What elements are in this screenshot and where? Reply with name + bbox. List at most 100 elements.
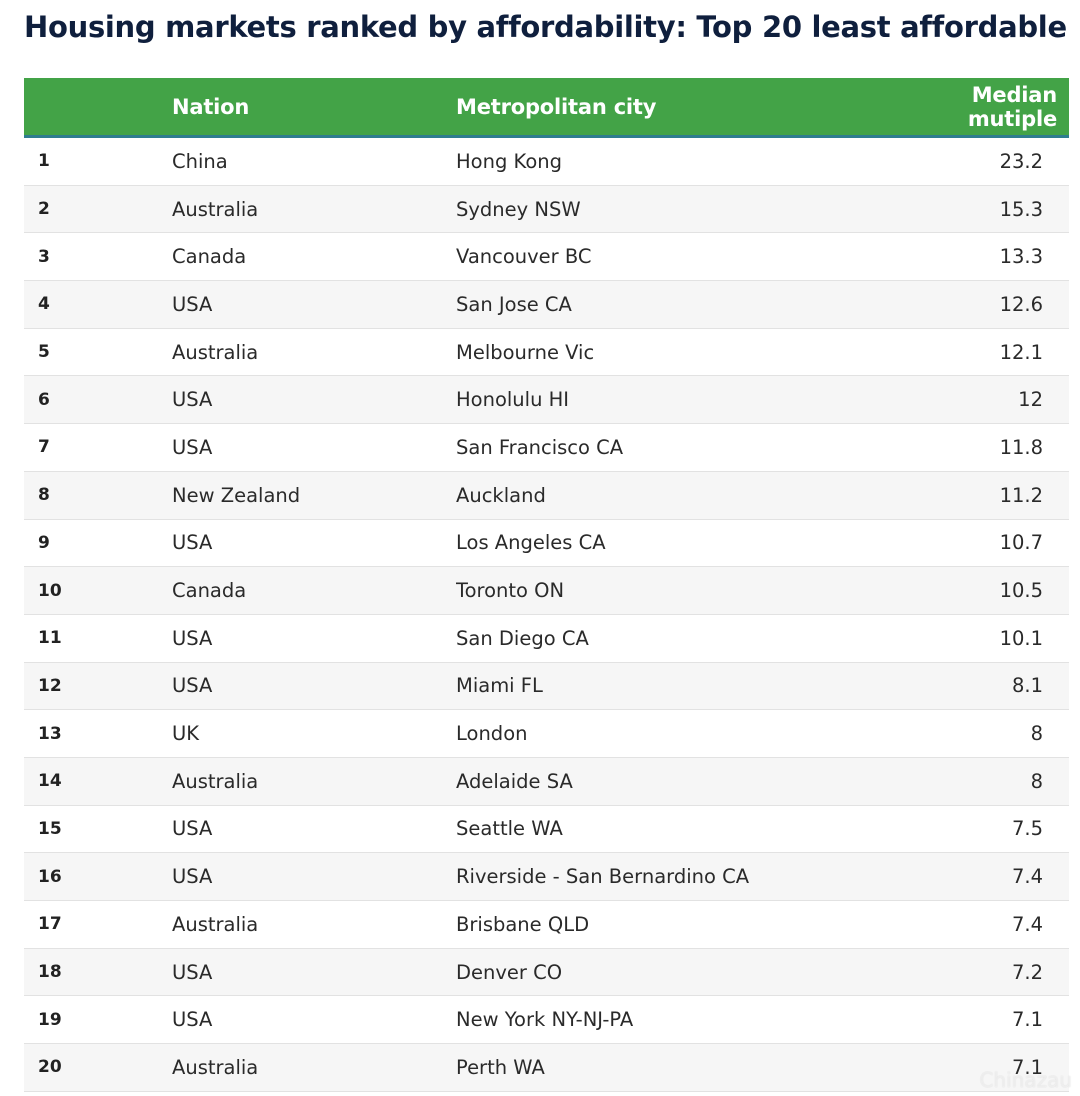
cell-nation: USA — [172, 614, 456, 663]
cell-city: San Diego CA — [456, 614, 876, 663]
cell-rank: 15 — [24, 805, 172, 854]
cell-rank: 8 — [24, 471, 172, 520]
cell-rank: 7 — [24, 423, 172, 472]
cell-rank: 16 — [24, 852, 172, 901]
table-row: 12 USA Miami FL 8.1 — [24, 662, 1069, 711]
cell-median-multiple: 10.1 — [876, 614, 1069, 663]
table-row: 9 USA Los Angeles CA 10.7 — [24, 519, 1069, 568]
cell-median-multiple: 7.2 — [876, 948, 1069, 997]
table-row: 6 USA Honolulu HI 12 — [24, 375, 1069, 425]
page-title: Housing markets ranked by affordability:… — [24, 10, 1067, 44]
table-row: 3 Canada Vancouver BC 13.3 — [24, 232, 1069, 282]
cell-city: Sydney NSW — [456, 185, 876, 234]
cell-nation: Australia — [172, 900, 456, 949]
table-row: 15 USA Seattle WA 7.5 — [24, 805, 1069, 854]
watermark: Chinazau — [979, 1068, 1072, 1092]
cell-median-multiple: 13.3 — [876, 232, 1069, 282]
cell-rank: 11 — [24, 614, 172, 663]
table-row: 19 USA New York NY-NJ-PA 7.1 — [24, 995, 1069, 1045]
cell-nation: USA — [172, 995, 456, 1045]
cell-nation: New Zealand — [172, 471, 456, 520]
cell-median-multiple: 8 — [876, 757, 1069, 806]
table-row: 1 China Hong Kong 23.2 — [24, 136, 1069, 186]
table-row: 13 UK London 8 — [24, 709, 1069, 758]
cell-median-multiple: 11.2 — [876, 471, 1069, 520]
cell-nation: Canada — [172, 232, 456, 282]
cell-median-multiple: 12.1 — [876, 328, 1069, 377]
cell-rank: 12 — [24, 662, 172, 711]
cell-nation: USA — [172, 948, 456, 997]
cell-city: Riverside - San Bernardino CA — [456, 852, 876, 901]
affordability-table-container: Nation Metropolitan city Median mutiple … — [24, 78, 1069, 1092]
cell-nation: USA — [172, 852, 456, 901]
column-header-median-multiple: Median mutiple — [876, 78, 1069, 138]
cell-city: Perth WA — [456, 1043, 876, 1092]
cell-city: San Francisco CA — [456, 423, 876, 472]
table-row: 17 Australia Brisbane QLD 7.4 — [24, 900, 1069, 949]
cell-city: Auckland — [456, 471, 876, 520]
cell-median-multiple: 8 — [876, 709, 1069, 758]
cell-nation: Australia — [172, 328, 456, 377]
cell-nation: Canada — [172, 566, 456, 615]
cell-rank: 18 — [24, 948, 172, 997]
cell-rank: 9 — [24, 519, 172, 568]
cell-rank: 20 — [24, 1043, 172, 1092]
table-body: 1 China Hong Kong 23.2 2 Australia Sydney NSW 1… — [24, 136, 1069, 1092]
cell-city: Vancouver BC — [456, 232, 876, 282]
cell-city: Toronto ON — [456, 566, 876, 615]
cell-nation: USA — [172, 280, 456, 329]
table-row: 14 Australia Adelaide SA 8 — [24, 757, 1069, 806]
cell-rank: 6 — [24, 375, 172, 425]
cell-median-multiple: 15.3 — [876, 185, 1069, 234]
cell-city: Adelaide SA — [456, 757, 876, 806]
table-header: Nation Metropolitan city Median mutiple — [24, 78, 1069, 138]
column-header-nation: Nation — [172, 78, 456, 138]
cell-median-multiple: 23.2 — [876, 136, 1069, 186]
cell-nation: USA — [172, 375, 456, 425]
cell-median-multiple: 10.7 — [876, 519, 1069, 568]
cell-rank: 1 — [24, 136, 172, 186]
cell-median-multiple: 11.8 — [876, 423, 1069, 472]
table-row: 2 Australia Sydney NSW 15.3 — [24, 185, 1069, 234]
cell-city: Seattle WA — [456, 805, 876, 854]
cell-median-multiple: 7.4 — [876, 852, 1069, 901]
cell-nation: UK — [172, 709, 456, 758]
table-row: 18 USA Denver CO 7.2 — [24, 948, 1069, 997]
cell-median-multiple: 7.1 — [876, 1043, 1069, 1092]
cell-rank: 5 — [24, 328, 172, 377]
cell-rank: 13 — [24, 709, 172, 758]
cell-rank: 17 — [24, 900, 172, 949]
cell-rank: 19 — [24, 995, 172, 1045]
cell-median-multiple: 12 — [876, 375, 1069, 425]
cell-rank: 3 — [24, 232, 172, 282]
cell-nation: Australia — [172, 1043, 456, 1092]
table-row: 7 USA San Francisco CA 11.8 — [24, 423, 1069, 472]
cell-median-multiple: 8.1 — [876, 662, 1069, 711]
cell-city: London — [456, 709, 876, 758]
table-row: 8 New Zealand Auckland 11.2 — [24, 471, 1069, 520]
cell-median-multiple: 7.5 — [876, 805, 1069, 854]
cell-nation: Australia — [172, 757, 456, 806]
table-row: 11 USA San Diego CA 10.1 — [24, 614, 1069, 663]
column-header-city: Metropolitan city — [456, 78, 876, 138]
cell-city: Hong Kong — [456, 136, 876, 186]
cell-city: Brisbane QLD — [456, 900, 876, 949]
cell-median-multiple: 7.1 — [876, 995, 1069, 1045]
cell-nation: Australia — [172, 185, 456, 234]
cell-rank: 4 — [24, 280, 172, 329]
table-header-row: Nation Metropolitan city Median mutiple — [24, 78, 1069, 138]
table-row: 16 USA Riverside - San Bernardino CA 7.4 — [24, 852, 1069, 901]
affordability-table: Nation Metropolitan city Median mutiple … — [24, 78, 1069, 1092]
cell-city: Honolulu HI — [456, 375, 876, 425]
table-row: 20 Australia Perth WA 7.1 — [24, 1043, 1069, 1092]
cell-nation: USA — [172, 519, 456, 568]
cell-rank: 14 — [24, 757, 172, 806]
cell-city: Melbourne Vic — [456, 328, 876, 377]
cell-city: Los Angeles CA — [456, 519, 876, 568]
cell-median-multiple: 7.4 — [876, 900, 1069, 949]
table-row: 5 Australia Melbourne Vic 12.1 — [24, 328, 1069, 377]
column-header-rank — [24, 78, 172, 138]
cell-city: Miami FL — [456, 662, 876, 711]
cell-nation: USA — [172, 423, 456, 472]
cell-median-multiple: 10.5 — [876, 566, 1069, 615]
